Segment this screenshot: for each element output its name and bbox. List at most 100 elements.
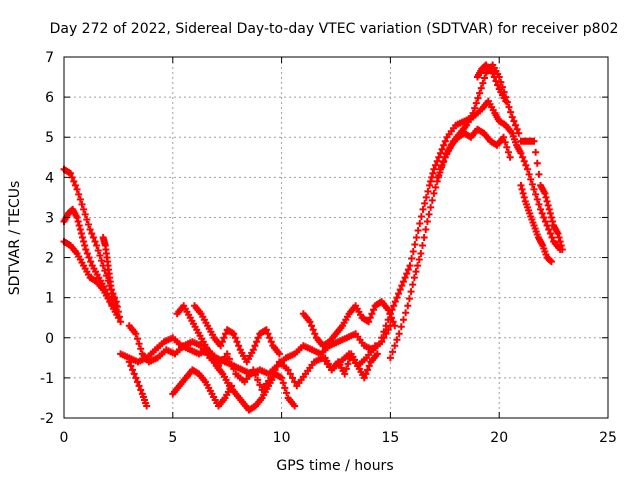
data-point-interp (344, 360, 352, 368)
series-track-c (60, 238, 120, 314)
data-point (399, 278, 407, 286)
data-point (391, 322, 399, 330)
data-point (278, 374, 286, 382)
data-point-interp (88, 229, 96, 237)
plot-frame (63, 56, 609, 419)
data-point-interp (74, 217, 82, 225)
data-point (125, 358, 133, 366)
data-point-interp (235, 342, 243, 350)
data-point-interp (83, 215, 91, 223)
data-point-interp (477, 84, 485, 92)
data-point-interp (505, 103, 513, 111)
data-point-interp (471, 104, 479, 112)
data-point (262, 326, 270, 334)
data-point-interp (75, 190, 83, 198)
data-point (132, 330, 140, 338)
data-point-interp (542, 193, 550, 201)
data-point (537, 205, 545, 213)
data-point-interp (251, 342, 259, 350)
data-point (545, 205, 553, 213)
data-point-interp (135, 382, 143, 390)
data-point (373, 350, 381, 358)
data-point-interp (91, 238, 99, 246)
data-point-interp (233, 338, 241, 346)
data-point-interp (541, 217, 549, 225)
data-point (73, 185, 81, 193)
data-point (143, 402, 151, 410)
series-track-d (99, 234, 120, 310)
x-tick-label: 0 (60, 430, 69, 446)
data-point-interp (98, 257, 106, 265)
series-track-i (191, 302, 283, 366)
data-point-interp (390, 302, 398, 310)
data-point-interp (127, 362, 135, 370)
data-point-interp (546, 209, 554, 217)
data-point-interp (432, 183, 440, 191)
data-point (476, 89, 484, 97)
data-point-interp (309, 326, 317, 334)
data-point (341, 370, 349, 378)
data-point-interp (254, 376, 262, 384)
data-point-interp (71, 181, 79, 189)
data-point (395, 330, 403, 338)
data-point-interp (364, 366, 372, 374)
data-point-interp (416, 219, 424, 227)
data-point (284, 366, 292, 374)
data-point-interp (380, 328, 388, 336)
data-point-interp (218, 338, 226, 346)
series-track-l (321, 350, 381, 382)
y-tick-label: 4 (45, 170, 54, 186)
data-point (360, 374, 368, 382)
data-point-interp (474, 94, 482, 102)
data-point (558, 246, 566, 254)
data-point (406, 262, 414, 270)
data-point-interp (513, 125, 521, 133)
data-point (365, 318, 373, 326)
data-point (306, 318, 314, 326)
data-point-interp (519, 153, 527, 161)
data-point-interp (81, 242, 89, 250)
data-point-interp (439, 158, 447, 166)
y-tick-label: 1 (45, 291, 54, 307)
series-track-j (169, 366, 236, 410)
data-point-interp (544, 201, 552, 209)
series-track-q (517, 137, 566, 254)
data-point (500, 133, 508, 141)
data-point-interp (421, 199, 429, 207)
data-point-interp (528, 180, 536, 188)
x-tick-label: 5 (168, 430, 177, 446)
x-tick-label: 25 (599, 430, 617, 446)
data-point-interp (520, 193, 528, 201)
data-point-interp (417, 212, 425, 220)
data-point-interp (411, 241, 419, 249)
data-point (404, 302, 412, 310)
data-point (547, 258, 555, 266)
data-point-interp (231, 334, 239, 342)
data-point-interp (101, 267, 109, 275)
data-point-interp (422, 193, 430, 201)
data-point-interp (397, 323, 405, 331)
data-point (228, 382, 236, 390)
data-point-interp (407, 288, 415, 296)
data-point-interp (395, 290, 403, 298)
data-point-interp (308, 322, 316, 330)
data-point (93, 242, 101, 250)
data-point (423, 217, 431, 225)
data-point-interp (89, 234, 97, 241)
data-point (112, 302, 120, 310)
data-point-interp (427, 203, 435, 211)
data-point-interp (70, 177, 78, 185)
data-point-interp (130, 370, 138, 378)
series-track-g (125, 358, 151, 410)
data-point-interp (402, 309, 410, 317)
data-point-interp (418, 242, 426, 250)
y-tick-label: -1 (40, 371, 54, 387)
data-point-interp (78, 200, 86, 208)
data-point-interp (555, 234, 563, 241)
data-point-interp (494, 81, 502, 89)
data-point-interp (472, 99, 480, 107)
data-point-interp (273, 362, 281, 370)
series-track-k (299, 298, 399, 350)
chart-title: Day 272 of 2022, Sidereal Day-to-day VTE… (50, 21, 619, 37)
